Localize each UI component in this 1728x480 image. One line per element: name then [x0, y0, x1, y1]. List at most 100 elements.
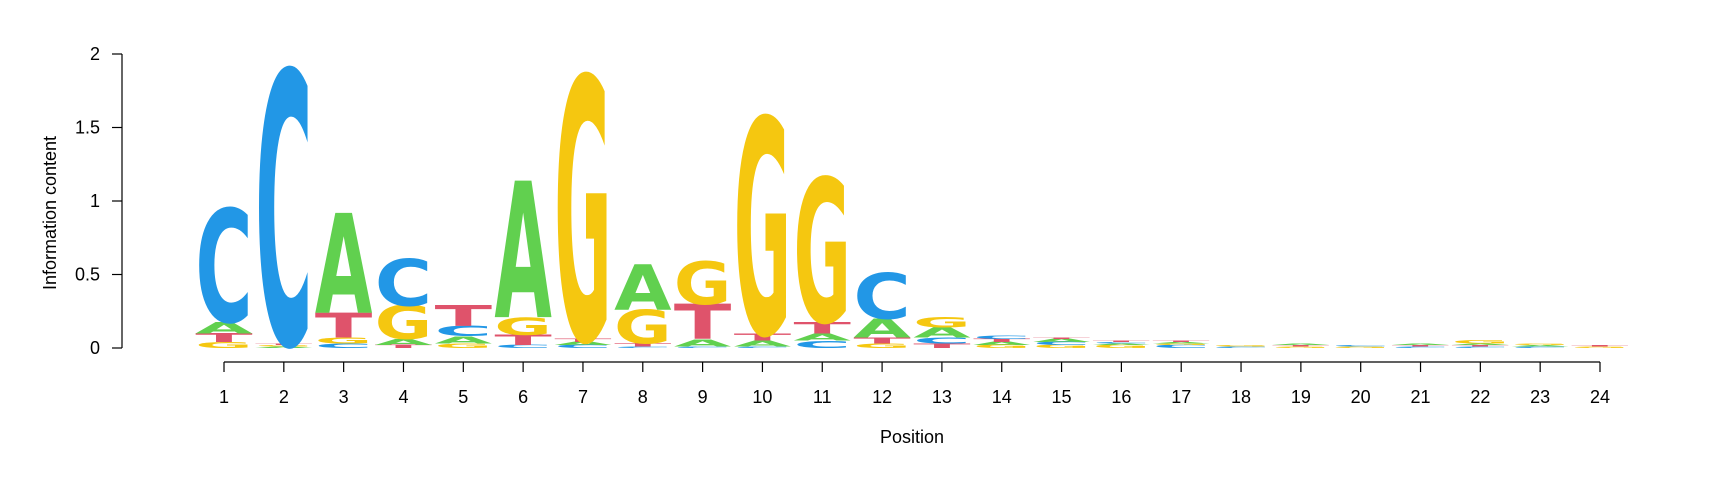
y-tick-label: 1.5 — [75, 118, 100, 138]
logo-letter-G: G — [853, 342, 910, 349]
logo-letter-G: G — [1153, 343, 1210, 345]
x-tick-label: 16 — [1111, 387, 1131, 407]
logo-letter-C: C — [973, 336, 1030, 341]
x-tick-label: 17 — [1171, 387, 1191, 407]
logo-letter-C: C — [494, 344, 551, 349]
logo-letter-T: T — [1153, 340, 1211, 342]
x-tick-label: 22 — [1470, 387, 1490, 407]
logo-letter-T: T — [1452, 345, 1510, 347]
logo-letter-A: A — [1272, 343, 1330, 345]
x-tick-label: 3 — [339, 387, 349, 407]
x-tick-label: 8 — [638, 387, 648, 407]
x-tick-label: 14 — [992, 387, 1012, 407]
logo-stack-24: GT — [1571, 345, 1629, 349]
logo-letter-A: A — [195, 318, 253, 337]
logo-letter-C: C — [315, 342, 372, 349]
logo-letter-T: T — [614, 343, 672, 348]
logo-letter-A: A — [1033, 338, 1091, 343]
logo-letter-C: C — [554, 344, 611, 349]
logo-letter-G: G — [1452, 340, 1509, 345]
logo-letter-C: C — [1511, 346, 1568, 348]
logo-letter-A: A — [255, 346, 313, 348]
logo-letter-A: A — [674, 337, 731, 349]
logo-letter-A: A — [494, 144, 551, 362]
logo-letter-C: C — [1033, 341, 1090, 346]
logo-letter-G: G — [1571, 346, 1628, 348]
logo-letter-A: A — [375, 338, 433, 347]
x-tick-label: 15 — [1052, 387, 1072, 407]
logo-letter-T: T — [913, 343, 971, 350]
logo-letter-G: G — [973, 344, 1030, 349]
logo-letter-C: C — [1153, 344, 1210, 349]
logo-letter-C: C — [1392, 346, 1449, 348]
y-axis: 0 0.5 1 1.5 2 — [75, 44, 123, 358]
logo-letter-G: G — [1332, 346, 1389, 348]
logo-letter-A: A — [1093, 343, 1151, 345]
logo-letter-G: G — [794, 139, 851, 368]
logo-letter-T: T — [853, 336, 911, 345]
logo-letter-T: T — [494, 332, 551, 348]
logo-letter-C: C — [734, 346, 791, 348]
logo-letter-T: T — [1093, 340, 1151, 342]
logo-letter-C: C — [1212, 346, 1269, 348]
x-tick-label: 12 — [872, 387, 892, 407]
logo-letter-G: G — [494, 313, 551, 341]
x-axis-label: Position — [880, 427, 944, 447]
logo-stack-18: CG — [1212, 345, 1269, 349]
logo-letter-A: A — [853, 314, 910, 345]
logo-letter-A: A — [794, 332, 851, 344]
x-tick-label: 23 — [1530, 387, 1550, 407]
x-tick-label: 7 — [578, 387, 588, 407]
logo-letter-A: A — [1452, 343, 1510, 345]
x-tick-label: 21 — [1411, 387, 1431, 407]
logo-letter-G: G — [195, 341, 252, 350]
logo-letter-C: C — [913, 336, 970, 345]
logo-letter-T: T — [435, 300, 493, 333]
logo-letter-T: T — [734, 331, 792, 343]
logo-stack-19: GTA — [1272, 343, 1330, 348]
logo-letter-A: A — [973, 341, 1031, 346]
logo-letter-G: G — [554, 6, 611, 425]
logo-letter-G: G — [913, 314, 970, 330]
logo-letter-C: C — [1452, 346, 1509, 348]
logo-letter-T: T — [315, 306, 373, 346]
logo-letter-T: T — [973, 338, 1031, 343]
logo-letter-C: C — [195, 178, 252, 359]
logo-letter-C: C — [1332, 345, 1389, 347]
x-tick-label: 13 — [932, 387, 952, 407]
x-tick-label: 11 — [813, 387, 832, 407]
logo-letter-T: T — [1033, 337, 1091, 339]
logo-letter-T: T — [1272, 345, 1330, 347]
logo-letter-C: C — [435, 323, 492, 339]
logo-letter-A: A — [913, 325, 971, 342]
x-tick-label: 24 — [1590, 387, 1610, 407]
logo-letter-T: T — [1392, 345, 1450, 347]
logo-letter-G: G — [614, 301, 671, 355]
logo-letter-T: T — [1571, 345, 1629, 347]
logo-letter-C: C — [794, 339, 851, 351]
x-tick-label: 9 — [698, 387, 708, 407]
logo-letter-C: C — [1093, 342, 1150, 344]
y-axis-label: Information content — [40, 136, 60, 290]
logo-letter-G: G — [435, 342, 492, 349]
logo-letter-C: C — [375, 245, 432, 321]
x-axis: 1 2 3 4 5 6 7 8 9 10 11 12 13 14 15 16 17 18 19 20 21 22 23 24 — [219, 361, 1610, 407]
logo-letter-A: A — [315, 186, 372, 345]
y-tick-label: 2 — [90, 44, 100, 64]
x-tick-label: 1 — [219, 387, 229, 407]
logo-letter-A: A — [1511, 345, 1569, 347]
x-tick-label: 18 — [1231, 387, 1251, 407]
logo-letter-G: G — [1272, 346, 1329, 348]
logo-letter-G: G — [1033, 344, 1090, 349]
logo-letter-A: A — [554, 341, 612, 346]
